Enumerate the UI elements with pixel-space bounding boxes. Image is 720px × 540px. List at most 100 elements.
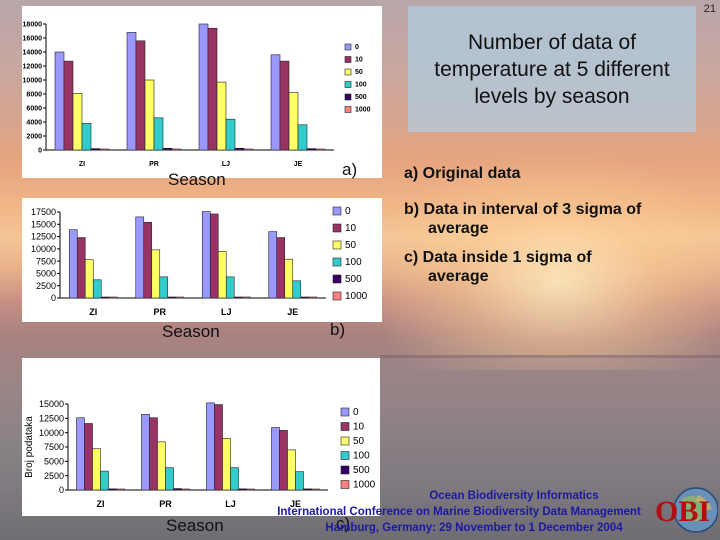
page-number: 21	[703, 3, 716, 15]
chart-panel-b: 0 2500 5000 7500 10000 12500 15000 17500 ZI PR LJ J…	[22, 198, 382, 322]
bar-JE-10	[279, 60, 290, 151]
y-tick-label: 7500	[44, 442, 64, 452]
bar-PR-100	[165, 467, 174, 491]
legend-label-1000: 1000	[345, 291, 368, 302]
note-a-text: a) Original data	[404, 165, 521, 182]
bar-LJ-100	[230, 467, 239, 491]
legend-label-1000: 1000	[353, 480, 376, 491]
bar-LJ-50	[216, 81, 227, 151]
bar-ZI-500	[100, 296, 110, 299]
bar-LJ-100	[225, 118, 236, 151]
legend-swatch-50	[340, 436, 350, 446]
legend-label-0: 0	[345, 206, 351, 217]
bar-LJ-500	[238, 488, 247, 491]
legend-label-500: 500	[353, 465, 370, 476]
bar-JE-1000	[311, 488, 320, 491]
sea-background	[380, 358, 720, 540]
bar-ZI-500	[90, 148, 101, 151]
bar-PR-1000	[181, 488, 190, 491]
y-tick-label: 5000	[44, 456, 64, 466]
y-tick-label: 10000	[39, 428, 64, 438]
bar-LJ-10	[207, 27, 218, 151]
chart-a-panel-label: a)	[342, 160, 358, 179]
legend-label-10: 10	[353, 422, 365, 433]
legend-swatch-0	[332, 206, 342, 216]
bar-PR-500	[173, 488, 182, 491]
chart-c-xlabel: Season	[166, 516, 224, 535]
x-category-label: PR	[149, 161, 159, 168]
footer-line-1: Ocean Biodiversity Informatics	[429, 490, 599, 502]
bar-JE-10	[276, 237, 286, 299]
chart-panel-a: 0 2000 4000 6000 8000 10000 12000 14000 16000 180…	[22, 6, 382, 178]
x-category-label: PR	[159, 499, 172, 509]
bar-JE-0	[270, 54, 281, 151]
bar-ZI-0	[76, 417, 85, 491]
bar-JE-500	[300, 296, 310, 299]
y-tick-label: 15000	[39, 399, 64, 409]
horizon-line	[380, 355, 720, 358]
footer-line-2: International Conference on Marine Biodi…	[277, 506, 641, 518]
legend-swatch-10	[344, 56, 352, 63]
slide-title: Number of data of temperature at 5 diffe…	[408, 6, 696, 132]
bar-JE-100	[292, 280, 302, 299]
y-tick-label: 12500	[39, 413, 64, 423]
x-category-label: LJ	[225, 499, 236, 509]
legend-swatch-50	[344, 68, 352, 76]
bar-PR-10	[149, 417, 158, 491]
legend-swatch-0	[344, 43, 352, 51]
y-tick-label: 10000	[31, 244, 56, 254]
bar-ZI-100	[92, 279, 102, 299]
bar-ZI-1000	[99, 148, 110, 151]
bar-LJ-0	[206, 402, 215, 491]
legend-swatch-1000	[340, 480, 350, 489]
legend-label-50: 50	[345, 240, 357, 251]
y-tick-label: 0	[38, 147, 42, 154]
bar-LJ-500	[234, 147, 245, 151]
x-category-label: JE	[290, 499, 301, 509]
x-category-label: LJ	[221, 307, 232, 317]
bar-ZI-100	[100, 470, 109, 491]
bar-ZI-50	[84, 259, 94, 299]
bar-LJ-1000	[241, 296, 251, 299]
bar-ZI-0	[54, 51, 65, 151]
y-tick-label: 8000	[26, 91, 42, 98]
bar-PR-1000	[175, 296, 185, 299]
footer-line-3: Hamburg, Germany: 29 November to 1 Decem…	[325, 522, 623, 534]
x-category-label: ZI	[79, 161, 85, 168]
obi-logo-graphic: OBI	[655, 487, 719, 533]
legend: 0 10 50 100 500 1000	[340, 407, 376, 491]
bar-LJ-50	[217, 251, 227, 299]
y-tick-label: 16000	[23, 35, 43, 42]
legend-label-1000: 1000	[355, 107, 371, 114]
legend-label-50: 50	[353, 436, 365, 447]
legend-swatch-1000	[332, 291, 342, 301]
legend-label-500: 500	[355, 94, 367, 101]
y-tick-label: 12000	[23, 63, 43, 70]
y-axis-title: Broj podataka	[24, 416, 35, 478]
legend-swatch-0	[340, 407, 350, 417]
bar-PR-0	[126, 32, 137, 151]
legend-label-10: 10	[355, 57, 363, 64]
y-tick-label: 17500	[31, 207, 56, 217]
bar-PR-500	[162, 147, 173, 151]
legend-label-50: 50	[355, 69, 363, 76]
bar-ZI-10	[76, 237, 86, 299]
bar-JE-100	[297, 124, 308, 151]
bar-LJ-100	[225, 276, 235, 299]
chart-b-xlabel: Season	[162, 322, 220, 341]
y-tick-label: 14000	[23, 49, 43, 56]
legend-swatch-500	[344, 93, 352, 101]
y-tick-label: 5000	[36, 269, 56, 279]
bar-JE-0	[271, 427, 280, 491]
bar-PR-10	[143, 222, 153, 299]
chart-panel-c: 0 2500 5000 7500 10000 12500 15000 Broj podatak…	[22, 358, 380, 516]
bar-ZI-50	[72, 93, 83, 151]
y-tick-label: 18000	[23, 21, 43, 28]
legend-label-0: 0	[353, 407, 359, 418]
y-tick-label: 10000	[23, 77, 43, 84]
bar-ZI-10	[84, 423, 93, 491]
bar-ZI-10	[63, 60, 74, 151]
legend-swatch-10	[332, 223, 342, 233]
bar-PR-500	[167, 296, 177, 299]
